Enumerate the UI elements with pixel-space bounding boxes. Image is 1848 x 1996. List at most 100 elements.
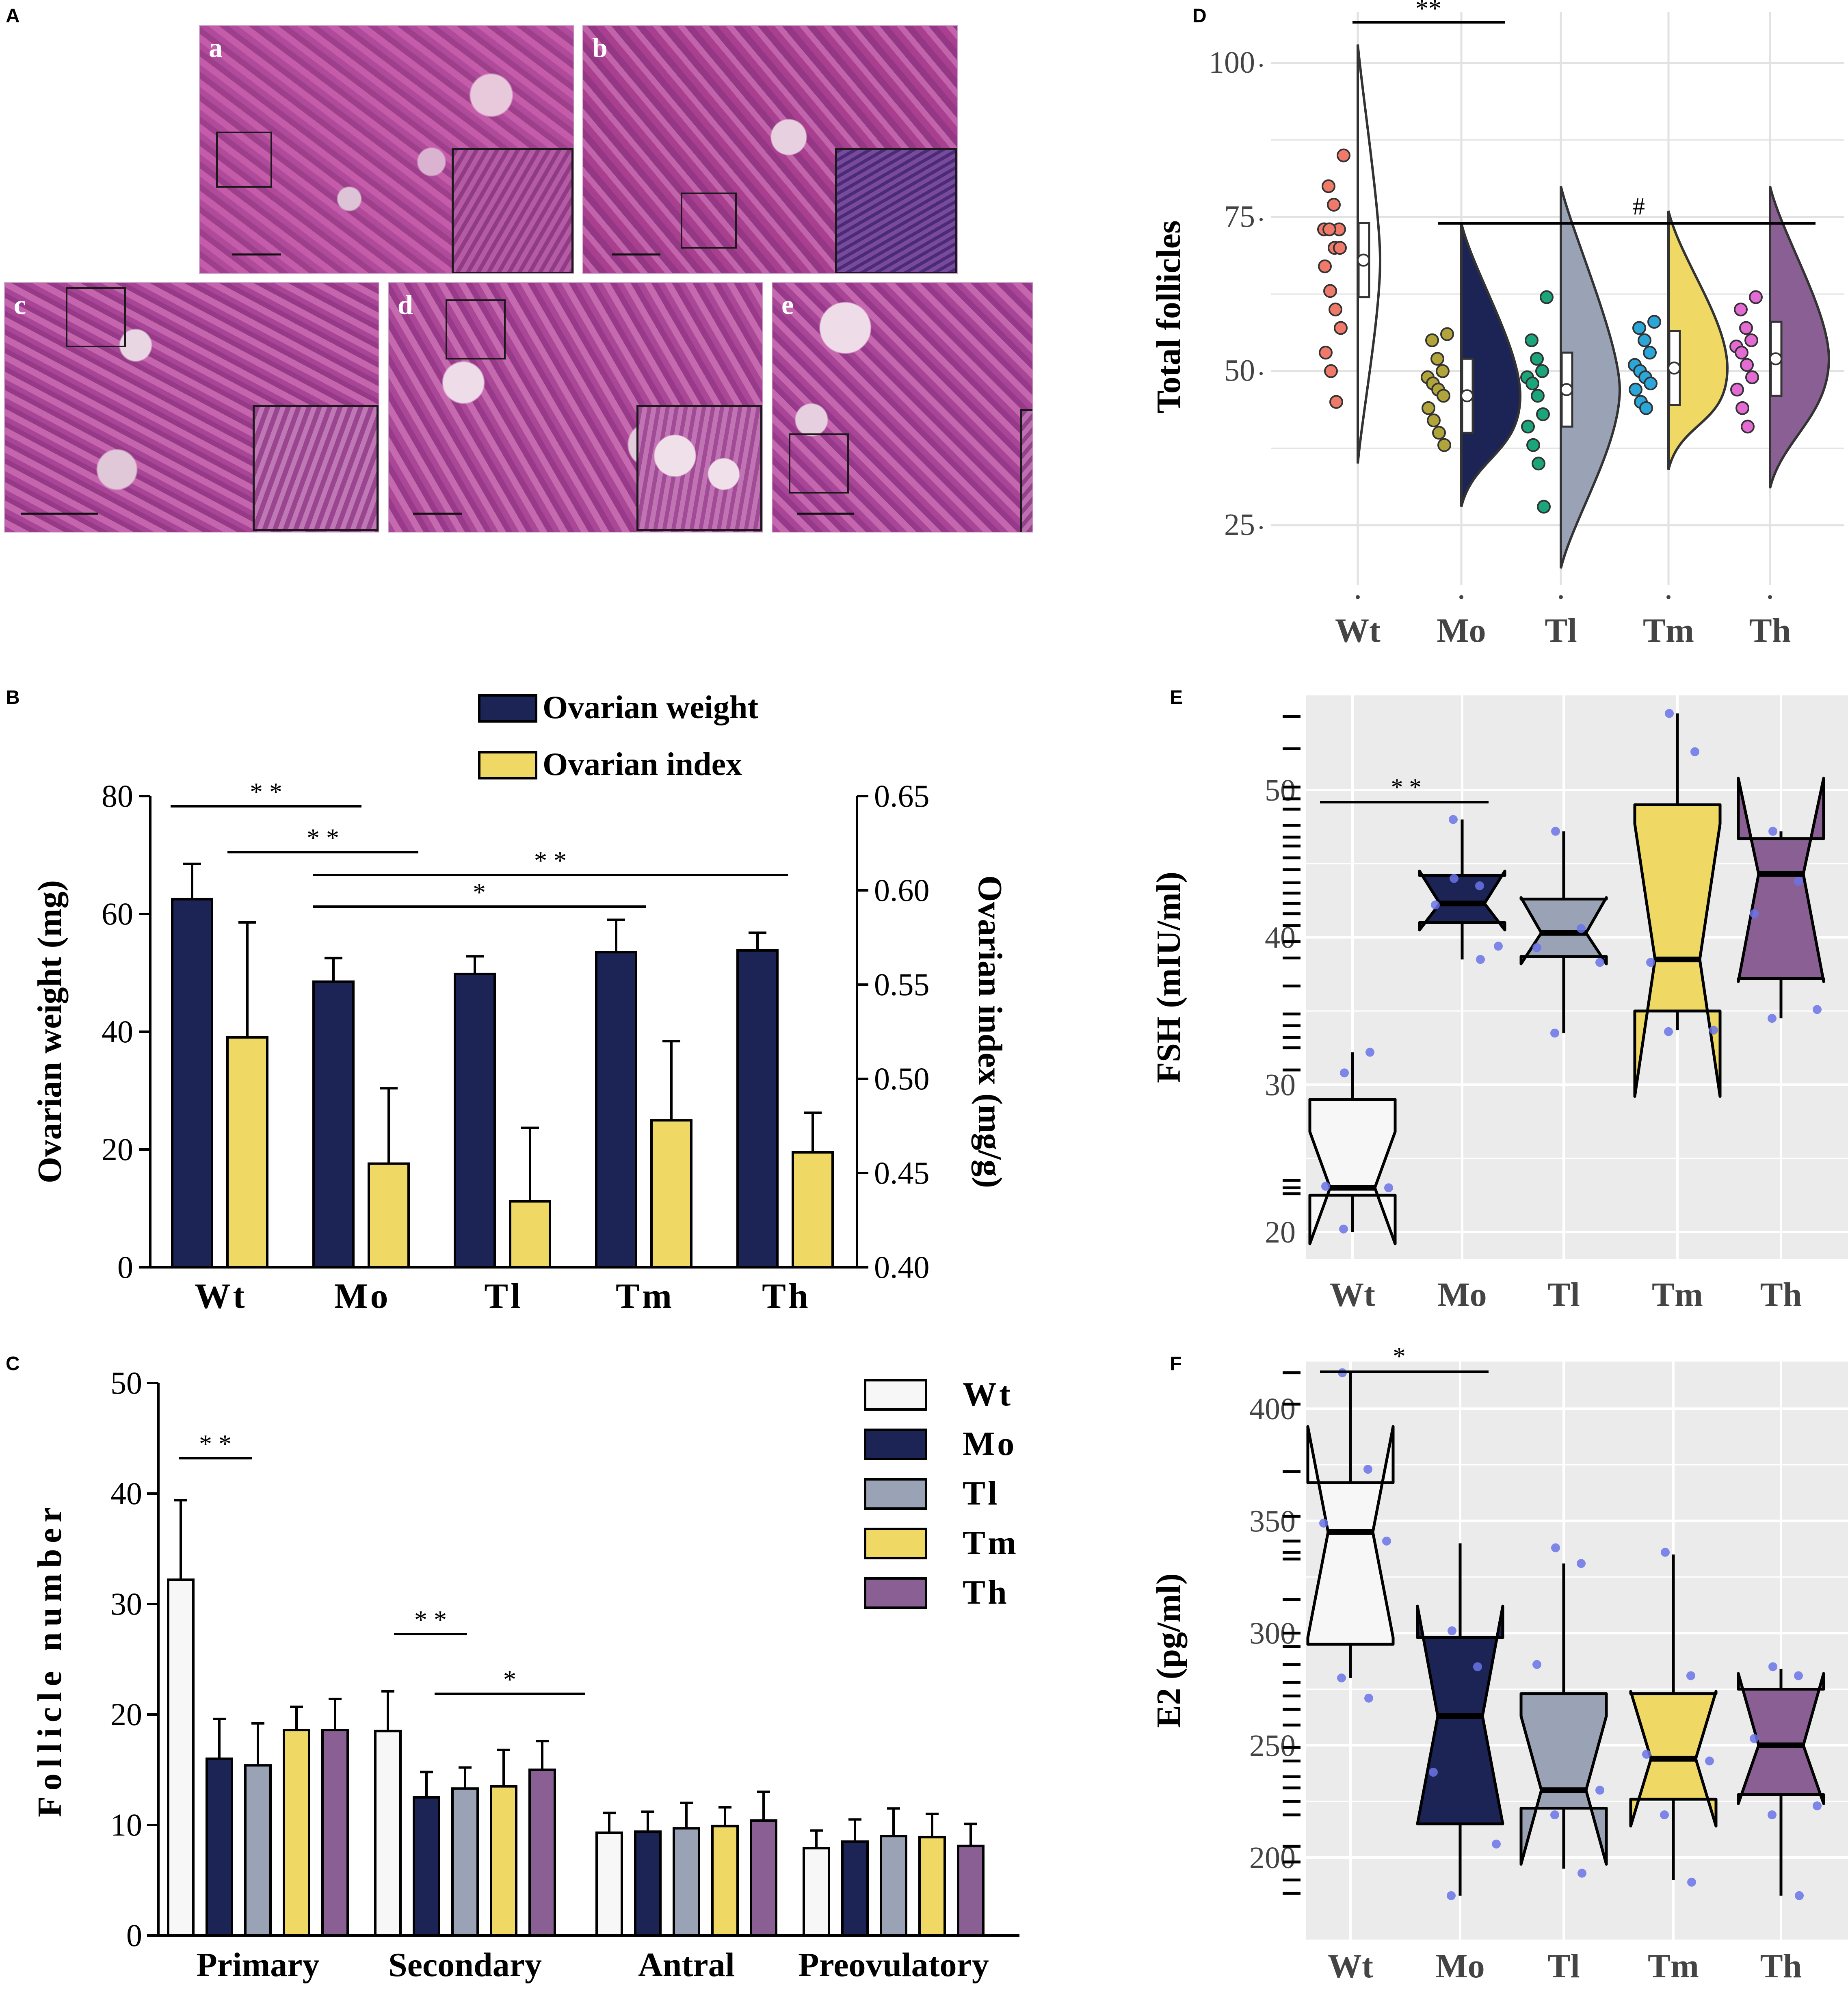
data-point-tl — [1540, 290, 1554, 304]
significance-label: * — [503, 1665, 516, 1694]
panel-letter-b: B — [6, 687, 20, 708]
data-point-tm — [1638, 333, 1651, 347]
legend-swatch-tm — [864, 1528, 927, 1559]
bar-tm — [283, 1729, 310, 1937]
bar-wt — [167, 1578, 195, 1937]
jitter-point-tl — [1595, 1786, 1604, 1795]
y-axis-title: Follicle number — [31, 1502, 69, 1817]
data-point-wt — [1322, 179, 1335, 193]
y-tick — [1259, 218, 1263, 221]
histology-image-b: b — [582, 25, 958, 274]
y2-tick-label: 0.50 — [874, 1061, 930, 1096]
data-point-tl — [1536, 407, 1550, 421]
histology-label-e: e — [781, 289, 794, 320]
jitter-point-th — [1794, 1671, 1803, 1680]
panel-letter-e: E — [1170, 687, 1183, 708]
jitter-point-tl — [1532, 943, 1541, 953]
y-tick-label: 50 — [1224, 354, 1255, 388]
data-point-th — [1734, 302, 1748, 316]
histology-label-b: b — [592, 32, 608, 63]
violin-th — [1769, 186, 1831, 489]
violin-tm — [1667, 210, 1729, 470]
bar-th — [528, 1769, 556, 1937]
bar-ovarian-index — [792, 1151, 834, 1269]
significance-label: * — [1393, 1342, 1406, 1370]
x-tick-label: Tl — [1545, 612, 1577, 649]
data-point-th — [1739, 321, 1753, 335]
y2-axis-title: Ovarian index (mg/g) — [971, 875, 1009, 1188]
histology-label-a: a — [209, 32, 223, 63]
data-point-mo — [1430, 352, 1444, 366]
data-point-wt — [1327, 197, 1341, 212]
jitter-point-tm — [1660, 1810, 1669, 1820]
jitter-point-tm — [1646, 958, 1655, 967]
y-tick-label: 250 — [1249, 1729, 1296, 1763]
panel-letter-c: C — [6, 1353, 20, 1375]
zoom-region-box — [446, 299, 506, 359]
jitter-point-th — [1768, 827, 1777, 836]
y-tick — [1259, 64, 1263, 67]
data-point-th — [1744, 333, 1758, 347]
data-point-mo — [1427, 413, 1441, 428]
x-tick — [1559, 595, 1563, 599]
zoom-inset — [253, 405, 379, 531]
data-point-th — [1745, 370, 1759, 384]
jitter-point-wt — [1382, 1536, 1391, 1546]
data-point-tm — [1632, 321, 1646, 335]
jitter-point-tm — [1664, 1027, 1673, 1036]
jitter-point-wt — [1321, 1182, 1330, 1191]
x-tick-label: Preovulatory — [798, 1946, 989, 1984]
legend-swatch-mo — [864, 1429, 927, 1460]
jitter-point-wt — [1365, 1048, 1374, 1057]
significance-label: ** — [1415, 0, 1441, 23]
jitter-point-th — [1768, 1662, 1777, 1671]
y-tick-label: 80 — [102, 778, 133, 814]
x-tick-label: Th — [762, 1277, 811, 1316]
mean-point — [1560, 383, 1573, 396]
zoom-region-box — [789, 433, 849, 494]
bar-ovarian-index — [368, 1162, 410, 1269]
data-point-mo — [1436, 364, 1450, 378]
y-tick-label: 60 — [102, 896, 133, 931]
jitter-point-mo — [1450, 874, 1458, 883]
data-point-tl — [1535, 364, 1549, 378]
jitter-point-th — [1813, 1801, 1822, 1810]
x-tick-label: Th — [1760, 1276, 1802, 1314]
histology-image-c: c — [4, 282, 379, 533]
zoom-inset — [1020, 409, 1032, 532]
data-point-wt — [1333, 241, 1347, 255]
scale-bar — [612, 253, 660, 255]
box-wt — [1306, 1425, 1395, 1646]
jitter-point-tm — [1687, 1877, 1696, 1887]
legend-label-tl: Tl — [963, 1474, 1000, 1512]
bar-mo — [634, 1830, 662, 1937]
data-point-wt — [1323, 284, 1337, 298]
plot-background — [1306, 1362, 1848, 1940]
jitter-point-tl — [1532, 1660, 1541, 1669]
bar-mo — [413, 1796, 440, 1937]
data-point-mo — [1425, 333, 1439, 347]
bar-ovarian-weight — [595, 951, 637, 1269]
box-th — [1737, 777, 1825, 983]
zoom-inset — [452, 148, 573, 273]
x-tick — [1768, 595, 1772, 599]
jitter-point-wt — [1319, 1518, 1328, 1528]
legend-label-weight: Ovarian weight — [543, 690, 758, 725]
y-tick-label: 50 — [1265, 773, 1296, 807]
histology-image-e: e — [772, 282, 1033, 533]
significance-label: * * — [199, 1429, 232, 1458]
data-point-wt — [1324, 364, 1338, 378]
mean-point — [1769, 352, 1782, 366]
jitter-point-th — [1750, 909, 1759, 918]
mean-point — [1668, 362, 1681, 375]
bar-th — [750, 1819, 777, 1937]
jitter-point-th — [1794, 877, 1803, 886]
jitter-point-mo — [1476, 955, 1485, 964]
bar-wt — [803, 1847, 830, 1937]
data-point-wt — [1322, 222, 1336, 236]
x-tick-label: Th — [1749, 612, 1791, 649]
x-tick — [1666, 595, 1671, 599]
data-point-tl — [1537, 500, 1551, 514]
data-point-tm — [1644, 377, 1658, 391]
